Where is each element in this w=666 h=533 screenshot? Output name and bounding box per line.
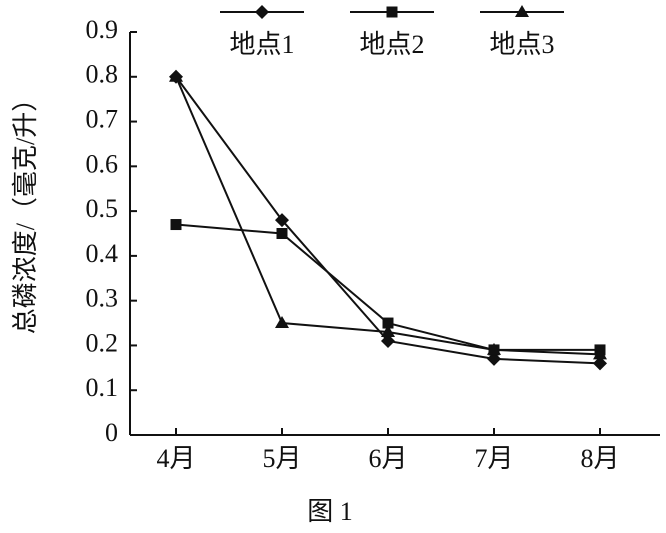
y-tick-label: 0.5 xyxy=(86,194,119,223)
point xyxy=(382,317,394,329)
y-tick-label: 0.8 xyxy=(86,60,119,89)
point xyxy=(593,347,607,360)
y-tick-label: 0.3 xyxy=(86,284,119,313)
point xyxy=(276,228,288,239)
x-tick-label: 5月 xyxy=(262,444,301,473)
point xyxy=(386,6,398,18)
caption: 图 1 xyxy=(307,497,353,526)
legend-label: 地点2 xyxy=(359,30,424,59)
y-tick-label: 0.7 xyxy=(86,105,119,134)
point xyxy=(515,5,529,17)
x-tick-label: 8月 xyxy=(580,444,619,473)
point xyxy=(169,69,183,82)
legend-label: 地点1 xyxy=(229,30,294,59)
point xyxy=(487,342,501,355)
y-tick-label: 0.6 xyxy=(86,149,119,178)
x-tick-label: 6月 xyxy=(368,444,407,473)
point xyxy=(255,5,269,19)
legend-label: 地点3 xyxy=(489,30,554,59)
point xyxy=(275,316,289,329)
point xyxy=(381,333,395,348)
x-tick-label: 7月 xyxy=(474,444,513,473)
point xyxy=(275,213,289,228)
point xyxy=(593,356,607,371)
y-tick-label: 0.4 xyxy=(86,239,119,268)
y-axis-label: 总磷浓度/（毫克/升） xyxy=(11,86,40,334)
y-tick-label: 0.9 xyxy=(86,15,119,44)
x-tick-label: 4月 xyxy=(156,444,195,473)
y-tick-label: 0.2 xyxy=(86,328,119,357)
y-tick-label: 0.1 xyxy=(86,373,119,402)
y-tick-label: 0 xyxy=(105,418,118,447)
series-line xyxy=(175,76,601,356)
point xyxy=(170,219,182,231)
point xyxy=(381,325,395,338)
